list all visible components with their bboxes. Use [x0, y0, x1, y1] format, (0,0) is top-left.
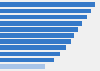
Bar: [0, 15, 87, 19]
Bar: [0, 2, 95, 7]
Bar: [0, 9, 91, 13]
Bar: [0, 52, 60, 56]
Bar: [0, 64, 45, 69]
Bar: [0, 27, 78, 32]
Bar: [0, 21, 82, 26]
Bar: [0, 45, 66, 50]
Bar: [0, 33, 74, 38]
Bar: [0, 39, 71, 44]
Bar: [0, 58, 54, 62]
